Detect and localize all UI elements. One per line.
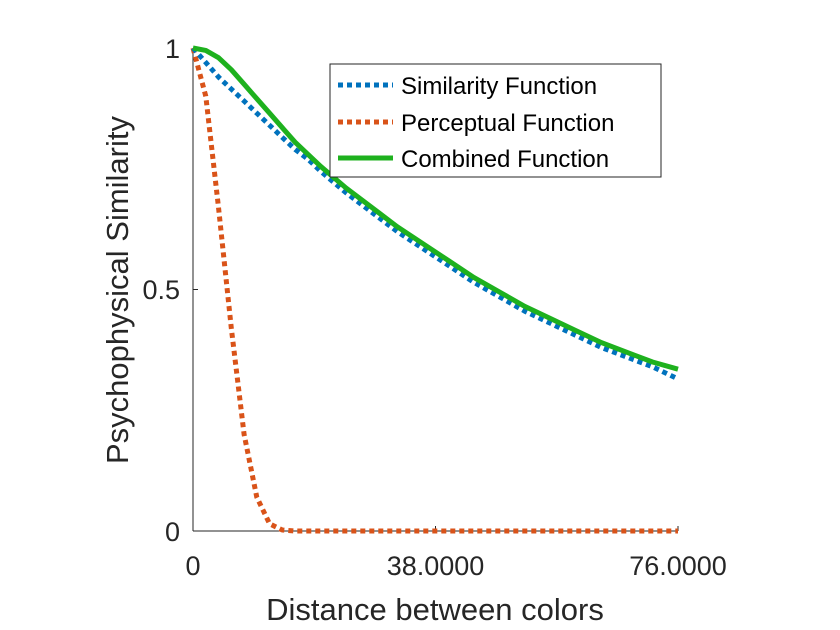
- y-tick-label-0-5: 0.5: [142, 275, 180, 305]
- legend: Similarity Function Perceptual Function …: [329, 63, 662, 178]
- x-axis-title: Distance between colors: [266, 592, 604, 627]
- y-tick-label-1: 1: [165, 34, 180, 64]
- plot-area: [190, 45, 680, 534]
- legend-label-similarity: Similarity Function: [401, 73, 597, 100]
- x-tick-labels: 0 38.0000 76.0000: [185, 551, 726, 581]
- series-line-perceptual-function: [190, 47, 678, 534]
- x-tick-label-76: 76.0000: [629, 551, 727, 581]
- x-tick-label-38: 38.0000: [387, 551, 485, 581]
- x-tick-label-0: 0: [185, 551, 200, 581]
- legend-label-perceptual: Perceptual Function: [401, 110, 614, 137]
- y-tick-label-0: 0: [165, 517, 180, 547]
- legend-label-combined: Combined Function: [401, 146, 609, 173]
- y-tick-labels: 0 0.5 1: [142, 34, 180, 547]
- series-layer: [190, 45, 680, 534]
- y-axis-title: Psychophysical Similarity: [100, 116, 135, 464]
- series-line-combined-function: [192, 45, 679, 372]
- series-line-similarity-function: [191, 46, 680, 382]
